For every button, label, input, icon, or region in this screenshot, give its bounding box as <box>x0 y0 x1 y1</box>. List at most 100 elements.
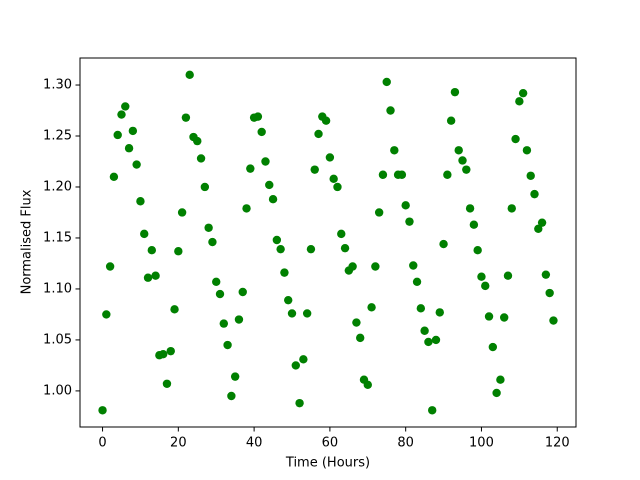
point <box>121 102 130 111</box>
point <box>348 262 357 271</box>
point <box>238 287 247 297</box>
point <box>253 112 263 121</box>
point <box>174 247 183 256</box>
x-tick-label: 20 <box>170 436 187 451</box>
y-tick-label: 1.25 <box>43 129 72 144</box>
point <box>295 398 304 408</box>
point <box>431 335 441 345</box>
y-tick-label: 1.15 <box>43 230 72 245</box>
point <box>526 171 535 180</box>
x-tick-label: 40 <box>246 436 263 451</box>
point <box>170 305 179 314</box>
point <box>458 156 467 165</box>
point <box>140 229 149 239</box>
point <box>287 309 297 318</box>
x-tick-label: 0 <box>98 436 106 451</box>
point <box>325 153 335 162</box>
point <box>412 277 422 287</box>
point <box>143 273 153 282</box>
point <box>117 110 126 119</box>
point <box>185 70 194 80</box>
point <box>276 244 285 254</box>
point <box>518 88 528 98</box>
point <box>124 144 134 153</box>
point <box>492 388 501 398</box>
point <box>333 182 342 192</box>
point <box>212 277 221 287</box>
point <box>435 308 444 317</box>
point <box>302 309 312 318</box>
point <box>503 271 513 280</box>
point <box>340 243 350 253</box>
point <box>204 223 213 232</box>
point <box>314 129 323 139</box>
point <box>132 160 141 169</box>
point <box>158 349 168 359</box>
point <box>299 355 308 364</box>
point <box>541 270 551 279</box>
point <box>549 316 558 325</box>
point <box>98 406 107 415</box>
point <box>337 229 346 239</box>
point <box>405 217 414 226</box>
point <box>443 170 452 179</box>
x-tick-label: 100 <box>469 436 494 451</box>
y-tick-label: 1.20 <box>43 179 72 194</box>
point <box>151 271 160 280</box>
point <box>401 201 410 210</box>
y-tick-label: 1.10 <box>43 281 72 296</box>
x-axis-label: Time (Hours) <box>285 456 370 471</box>
point <box>215 289 225 299</box>
point <box>230 372 240 381</box>
point <box>329 174 338 184</box>
point <box>261 157 270 166</box>
point <box>208 237 217 247</box>
point <box>382 77 391 87</box>
point <box>378 170 388 179</box>
y-tick-label: 1.30 <box>43 78 72 93</box>
point <box>446 116 456 125</box>
point <box>280 268 289 277</box>
point <box>545 288 554 298</box>
plot-frame <box>79 57 577 428</box>
point <box>306 244 316 254</box>
point <box>363 380 372 389</box>
point <box>193 136 202 146</box>
point <box>397 170 407 179</box>
point <box>219 319 228 328</box>
point <box>390 146 399 155</box>
point <box>507 204 516 213</box>
point <box>147 245 157 255</box>
y-axis-label: Normalised Flux <box>20 189 35 294</box>
y-tick-label: 1.00 <box>43 383 72 398</box>
point <box>386 106 395 115</box>
point <box>265 180 274 190</box>
point <box>522 146 532 155</box>
point <box>242 204 251 213</box>
point <box>450 87 460 97</box>
point <box>272 235 282 245</box>
point <box>227 391 236 401</box>
point <box>409 261 418 270</box>
point <box>428 406 437 415</box>
point <box>284 295 293 305</box>
point <box>196 154 206 163</box>
point <box>166 346 175 356</box>
point <box>488 342 498 352</box>
point <box>416 304 426 313</box>
point <box>109 172 119 181</box>
point <box>200 182 210 192</box>
point <box>367 303 376 312</box>
point <box>268 195 278 204</box>
point <box>454 146 463 155</box>
point <box>105 262 115 271</box>
point <box>181 113 191 122</box>
point <box>128 126 138 136</box>
point <box>246 164 255 173</box>
point <box>465 204 475 213</box>
point <box>177 208 187 217</box>
point <box>537 218 547 227</box>
point <box>515 97 524 106</box>
y-tick-label: 1.05 <box>43 332 72 347</box>
